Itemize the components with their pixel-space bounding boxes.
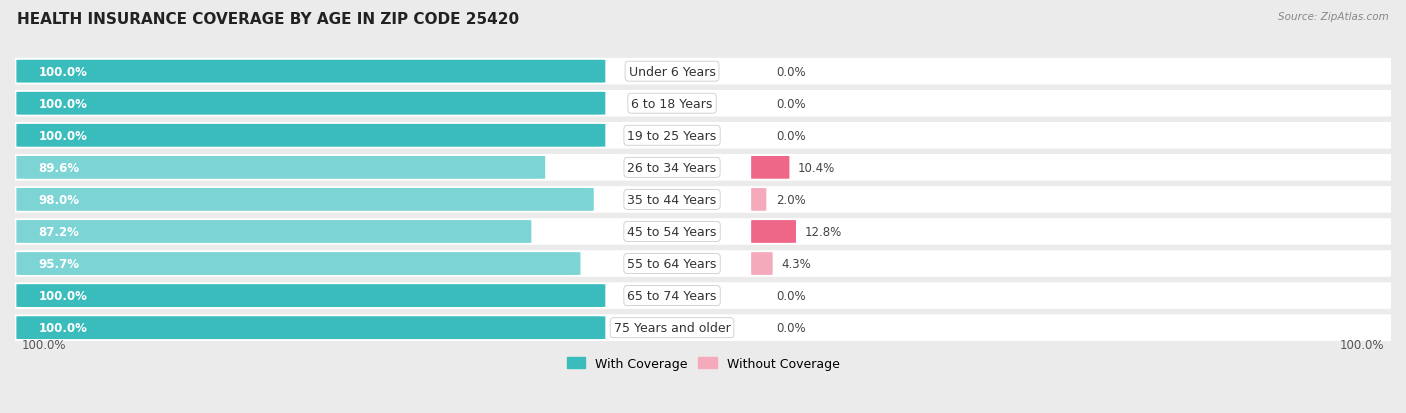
- FancyBboxPatch shape: [17, 221, 531, 243]
- FancyBboxPatch shape: [1, 59, 1405, 85]
- FancyBboxPatch shape: [1, 155, 1405, 181]
- FancyBboxPatch shape: [17, 125, 606, 147]
- FancyBboxPatch shape: [17, 189, 593, 211]
- FancyBboxPatch shape: [1, 251, 1405, 277]
- FancyBboxPatch shape: [751, 221, 796, 243]
- FancyBboxPatch shape: [17, 93, 606, 115]
- Text: 100.0%: 100.0%: [38, 66, 87, 78]
- Text: 35 to 44 Years: 35 to 44 Years: [627, 193, 717, 206]
- Text: Under 6 Years: Under 6 Years: [628, 66, 716, 78]
- FancyBboxPatch shape: [17, 157, 546, 179]
- Text: 100.0%: 100.0%: [38, 321, 87, 335]
- Text: 0.0%: 0.0%: [776, 97, 806, 110]
- Text: 0.0%: 0.0%: [776, 129, 806, 142]
- FancyBboxPatch shape: [1, 123, 1405, 149]
- FancyBboxPatch shape: [1, 315, 1405, 341]
- Text: 0.0%: 0.0%: [776, 290, 806, 302]
- Text: 100.0%: 100.0%: [22, 338, 66, 351]
- Text: 100.0%: 100.0%: [1340, 338, 1384, 351]
- Text: 26 to 34 Years: 26 to 34 Years: [627, 161, 717, 174]
- FancyBboxPatch shape: [17, 316, 606, 339]
- Text: HEALTH INSURANCE COVERAGE BY AGE IN ZIP CODE 25420: HEALTH INSURANCE COVERAGE BY AGE IN ZIP …: [17, 12, 519, 27]
- FancyBboxPatch shape: [17, 252, 581, 275]
- Text: 55 to 64 Years: 55 to 64 Years: [627, 257, 717, 271]
- FancyBboxPatch shape: [751, 189, 766, 211]
- Text: 87.2%: 87.2%: [38, 225, 79, 238]
- FancyBboxPatch shape: [1, 91, 1405, 117]
- FancyBboxPatch shape: [17, 285, 606, 307]
- FancyBboxPatch shape: [17, 61, 606, 83]
- FancyBboxPatch shape: [1, 218, 1405, 245]
- Text: 75 Years and older: 75 Years and older: [613, 321, 730, 335]
- Text: 2.0%: 2.0%: [776, 193, 806, 206]
- Text: 6 to 18 Years: 6 to 18 Years: [631, 97, 713, 110]
- FancyBboxPatch shape: [1, 187, 1405, 213]
- Text: 100.0%: 100.0%: [38, 290, 87, 302]
- FancyBboxPatch shape: [751, 157, 789, 179]
- Text: 65 to 74 Years: 65 to 74 Years: [627, 290, 717, 302]
- Text: 100.0%: 100.0%: [38, 129, 87, 142]
- Text: 0.0%: 0.0%: [776, 66, 806, 78]
- Text: 98.0%: 98.0%: [38, 193, 79, 206]
- FancyBboxPatch shape: [1, 282, 1405, 309]
- Text: 10.4%: 10.4%: [797, 161, 835, 174]
- Text: 19 to 25 Years: 19 to 25 Years: [627, 129, 717, 142]
- Legend: With Coverage, Without Coverage: With Coverage, Without Coverage: [561, 352, 845, 375]
- Text: Source: ZipAtlas.com: Source: ZipAtlas.com: [1278, 12, 1389, 22]
- Text: 45 to 54 Years: 45 to 54 Years: [627, 225, 717, 238]
- Text: 12.8%: 12.8%: [804, 225, 842, 238]
- Text: 100.0%: 100.0%: [38, 97, 87, 110]
- Text: 95.7%: 95.7%: [38, 257, 79, 271]
- Text: 4.3%: 4.3%: [780, 257, 811, 271]
- FancyBboxPatch shape: [751, 252, 773, 275]
- Text: 89.6%: 89.6%: [38, 161, 80, 174]
- Text: 0.0%: 0.0%: [776, 321, 806, 335]
